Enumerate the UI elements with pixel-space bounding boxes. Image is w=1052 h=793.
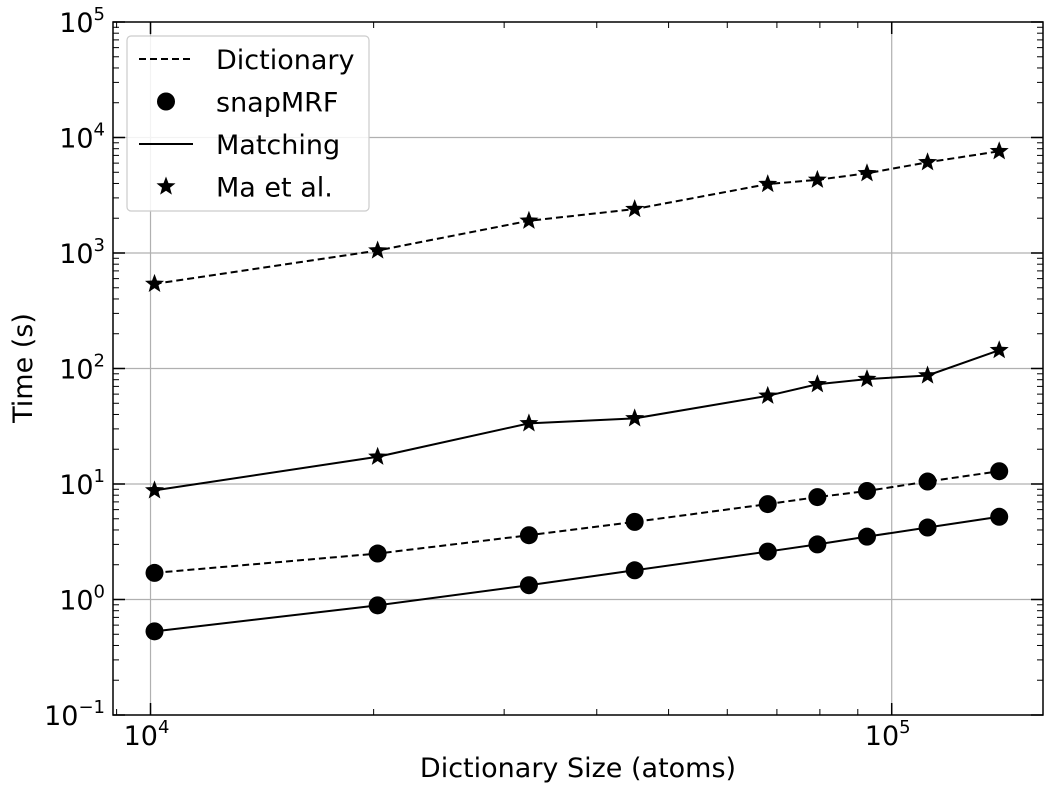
data-point-star [368, 240, 388, 259]
legend-box [126, 35, 370, 212]
data-point-circle [857, 481, 876, 500]
data-point-star [918, 152, 938, 171]
data-point-star [758, 385, 778, 404]
legend-item-ma-et-al: Ma et al. [156, 173, 333, 204]
data-point-circle [145, 622, 164, 641]
y-axis-label: Time (s) [8, 313, 39, 424]
data-point-circle [368, 596, 387, 615]
data-point-star [918, 365, 938, 384]
data-point-circle [990, 462, 1009, 481]
legend-item-snapmrf: snapMRF [157, 88, 338, 119]
series-ma-et-al-matching [145, 340, 1009, 499]
data-point-circle [519, 576, 538, 595]
data-point-star [857, 369, 877, 388]
series-ma-et-al-dictionary [145, 141, 1009, 292]
data-point-star [807, 169, 827, 188]
legend-label: Matching [216, 130, 340, 161]
x-axis-label: Dictionary Size (atoms) [420, 753, 736, 784]
series-snapmrf-matching [145, 507, 1009, 641]
legend-label: snapMRF [216, 88, 338, 119]
data-point-circle [625, 512, 644, 531]
legend-item-dictionary: Dictionary [139, 45, 355, 76]
data-point-star [519, 210, 539, 229]
data-point-circle [808, 535, 827, 554]
y-tick-label: 100 [59, 582, 105, 617]
data-point-circle [758, 495, 777, 514]
data-point-star [145, 273, 165, 292]
data-point-circle [519, 526, 538, 545]
data-point-circle [918, 472, 937, 491]
data-point-circle [625, 561, 644, 580]
series-line-ma-et-al-matching [154, 349, 1000, 492]
data-point-star [807, 374, 827, 393]
data-point-star [989, 141, 1009, 160]
legend: Dictionary snapMRF Matching Ma et al. [126, 35, 370, 212]
legend-item-matching: Matching [139, 130, 340, 161]
y-tick-label: 102 [59, 351, 105, 386]
data-point-star [519, 413, 539, 432]
y-tick-label: 101 [59, 466, 105, 501]
x-tick-label: 105 [865, 717, 911, 752]
data-point-circle [990, 507, 1009, 526]
y-tick-label: 10−1 [44, 697, 105, 732]
y-tick-label: 104 [59, 120, 105, 155]
data-point-circle [918, 518, 937, 537]
data-point-star [758, 174, 778, 193]
data-point-star [145, 480, 165, 499]
legend-star-symbol [156, 176, 176, 195]
data-point-circle [145, 563, 164, 582]
y-tick-label: 103 [59, 235, 105, 270]
legend-label: Dictionary [216, 45, 355, 76]
y-tick-label: 105 [59, 4, 105, 39]
data-point-star [625, 408, 645, 427]
tick-layer: 104 105 10−1 100 101 102 103 104 105 [44, 4, 1043, 752]
data-point-star [857, 163, 877, 182]
label-layer: Dictionary Size (atoms) Time (s) [8, 313, 736, 784]
data-point-circle [857, 527, 876, 546]
data-point-star [625, 199, 645, 218]
series-snapmrf-dictionary [145, 462, 1009, 582]
data-point-circle [758, 542, 777, 561]
x-tick-label: 104 [124, 717, 170, 752]
data-point-star [989, 340, 1009, 359]
data-point-circle [368, 544, 387, 563]
legend-label: Ma et al. [216, 173, 333, 204]
data-point-circle [808, 488, 827, 507]
legend-circle-symbol [157, 92, 175, 111]
series-layer [145, 141, 1009, 641]
data-point-star [368, 446, 388, 465]
